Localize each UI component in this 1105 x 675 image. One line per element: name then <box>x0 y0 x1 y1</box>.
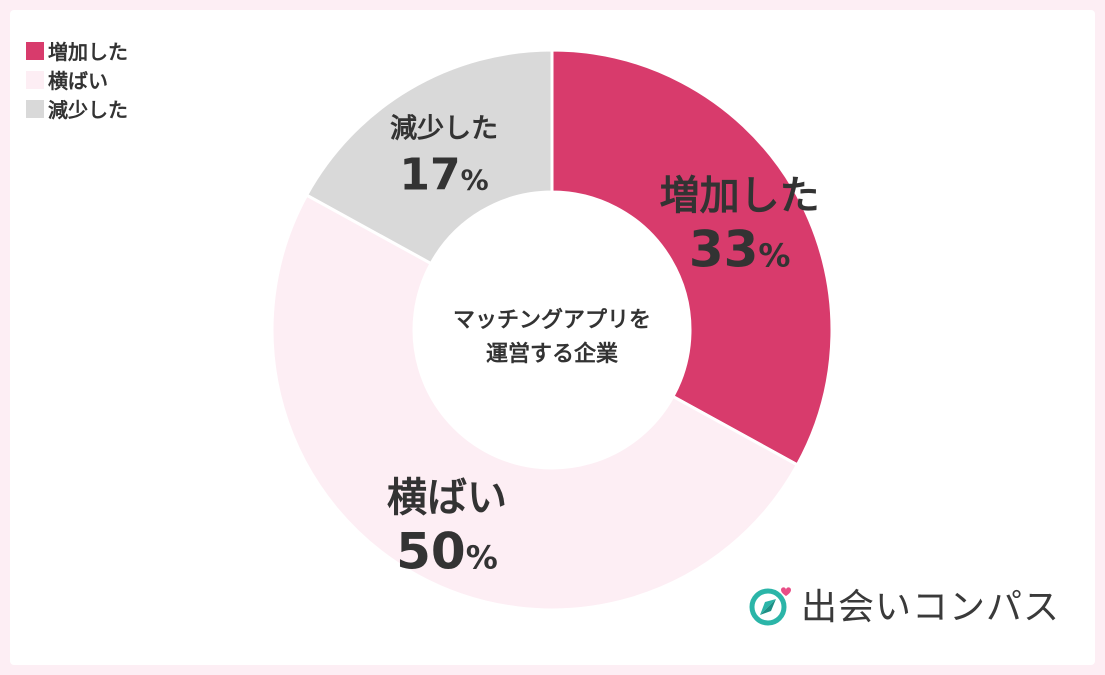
legend-label-decreased: 減少した <box>48 98 128 122</box>
slice-value-flat: 50% <box>396 523 498 581</box>
slice-value-increased: 33% <box>689 221 791 279</box>
brand-name: 出会いコンパス <box>801 587 1061 628</box>
legend-label-flat: 横ばい <box>48 69 108 93</box>
legend-swatch-increased <box>26 41 44 60</box>
slice-label-increased: 増加した <box>660 173 820 219</box>
slice-label-flat: 横ばい <box>387 475 507 521</box>
center-label-line-1: マッチングアプリを <box>453 307 651 333</box>
brand-logo: 出会いコンパス <box>747 578 1060 630</box>
legend-swatch-flat <box>26 70 44 89</box>
compass-heart-icon <box>749 587 791 626</box>
center-label-line-2: 運営する企業 <box>486 341 619 367</box>
legend-item-increased: 増加した <box>26 36 128 65</box>
slice-decreased <box>304 48 554 266</box>
slice-increased <box>550 48 834 467</box>
slice-value-decreased: 17% <box>399 149 488 200</box>
slice-flat <box>270 193 800 612</box>
legend: 増加した 横ばい 減少した <box>26 36 128 123</box>
legend-item-flat: 横ばい <box>26 65 128 94</box>
legend-item-decreased: 減少した <box>26 94 128 123</box>
legend-swatch-decreased <box>26 99 44 118</box>
slice-label-decreased: 減少した <box>390 114 498 145</box>
legend-label-increased: 増加した <box>48 40 128 64</box>
